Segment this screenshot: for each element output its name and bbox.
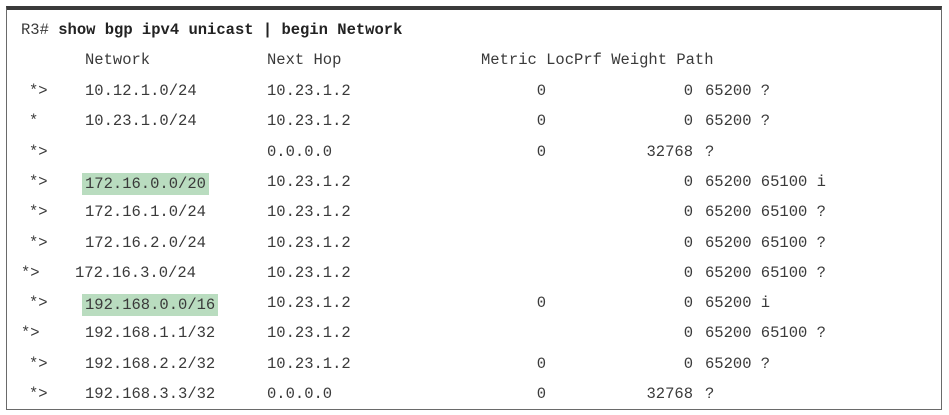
- metric-value: 0: [536, 142, 546, 161]
- weight-value: 32768: [646, 142, 693, 161]
- network-prefix: 172.16.1.0/24: [85, 203, 206, 222]
- route-status-code: *: [29, 112, 39, 131]
- next-hop: 0.0.0.0: [267, 385, 333, 403]
- weight-value: 0: [683, 324, 693, 343]
- route-status-code: *>: [29, 385, 48, 403]
- weight-value: 0: [683, 263, 693, 282]
- header-network: Network: [85, 51, 151, 69]
- network-prefix: 192.168.2.2/32: [85, 354, 216, 373]
- weight-value: 0: [683, 294, 693, 313]
- network-prefix: 172.16.0.0/20: [82, 172, 209, 195]
- metric-value: 0: [536, 354, 546, 373]
- next-hop: 10.23.1.2: [267, 233, 351, 252]
- route-status-code: *>: [29, 142, 48, 161]
- network-prefix: 172.16.3.0/24: [75, 263, 196, 282]
- route-status-code: *>: [21, 263, 40, 282]
- route-status-code: *>: [29, 203, 48, 222]
- next-hop: 10.23.1.2: [267, 82, 351, 100]
- next-hop: 0.0.0.0: [267, 142, 333, 161]
- as-path: 65200 ?: [705, 112, 771, 131]
- as-path: 65200 ?: [705, 354, 771, 373]
- next-hop: 10.23.1.2: [267, 172, 351, 191]
- cli-command: show bgp ipv4 unicast | begin Network: [58, 21, 403, 39]
- weight-value: 0: [683, 172, 693, 191]
- terminal-output-frame: R3# show bgp ipv4 unicast | begin Networ…: [6, 6, 942, 410]
- network-prefix: 192.168.1.1/32: [85, 324, 216, 343]
- metric-value: 0: [536, 294, 546, 313]
- metric-value: 0: [536, 385, 546, 403]
- route-status-code: *>: [21, 324, 40, 343]
- weight-value: 0: [683, 354, 693, 373]
- route-status-code: *>: [29, 82, 48, 100]
- next-hop: 10.23.1.2: [267, 294, 351, 313]
- next-hop: 10.23.1.2: [267, 324, 351, 343]
- as-path: 65200 65100 i: [705, 172, 826, 191]
- header-metric-locprf-weight-path: Metric LocPrf Weight Path: [481, 51, 714, 69]
- metric-value: 0: [536, 82, 546, 100]
- as-path: 65200 i: [705, 294, 771, 313]
- next-hop: 10.23.1.2: [267, 263, 351, 282]
- header-next-hop: Next Hop: [267, 51, 342, 69]
- as-path: 65200 65100 ?: [705, 263, 826, 282]
- network-prefix: 172.16.2.0/24: [85, 233, 206, 252]
- as-path: 65200 65100 ?: [705, 203, 826, 222]
- network-prefix: 10.12.1.0/24: [85, 82, 197, 100]
- command-line: R3# show bgp ipv4 unicast | begin Networ…: [21, 21, 402, 39]
- route-status-code: *>: [29, 233, 48, 252]
- metric-value: 0: [536, 112, 546, 131]
- weight-value: 0: [683, 112, 693, 131]
- network-prefix: 192.168.3.3/32: [85, 385, 216, 403]
- weight-value: 32768: [646, 385, 693, 403]
- as-path: ?: [705, 385, 715, 403]
- route-status-code: *>: [29, 172, 48, 191]
- as-path: 65200 65100 ?: [705, 233, 826, 252]
- cli-prompt: R3#: [21, 21, 49, 39]
- as-path: 65200 ?: [705, 82, 771, 100]
- next-hop: 10.23.1.2: [267, 112, 351, 131]
- as-path: 65200 65100 ?: [705, 324, 826, 343]
- route-status-code: *>: [29, 294, 48, 313]
- weight-value: 0: [683, 233, 693, 252]
- weight-value: 0: [683, 82, 693, 100]
- next-hop: 10.23.1.2: [267, 354, 351, 373]
- network-prefix: 10.23.1.0/24: [85, 112, 197, 131]
- network-prefix: 192.168.0.0/16: [82, 294, 219, 317]
- next-hop: 10.23.1.2: [267, 203, 351, 222]
- route-status-code: *>: [29, 354, 48, 373]
- as-path: ?: [705, 142, 715, 161]
- weight-value: 0: [683, 203, 693, 222]
